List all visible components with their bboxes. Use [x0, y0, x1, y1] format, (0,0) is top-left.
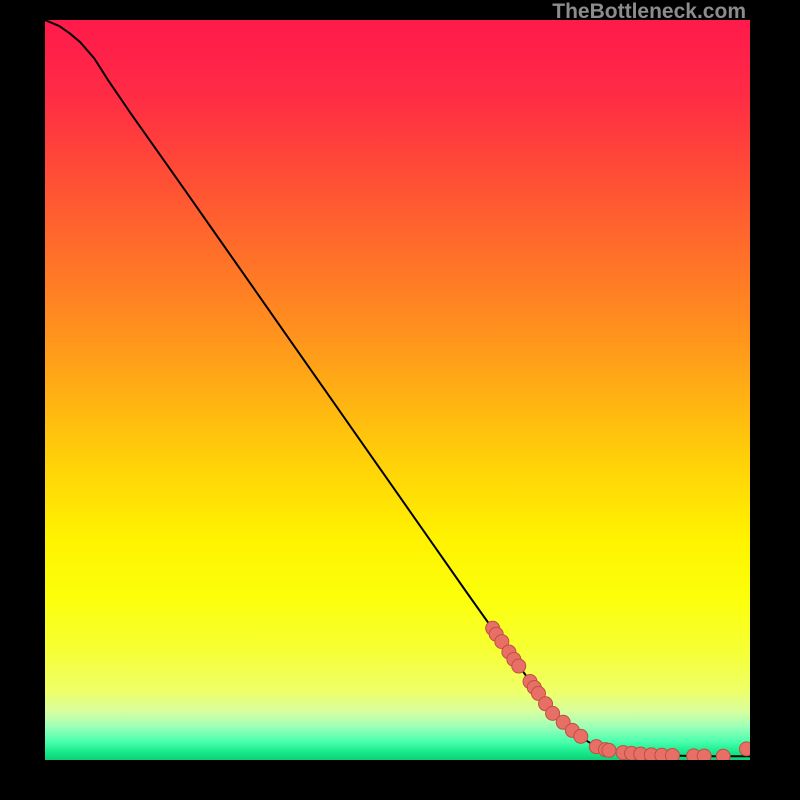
data-marker — [665, 749, 679, 760]
watermark-text: TheBottleneck.com — [552, 0, 746, 24]
chart-container: TheBottleneck.com — [0, 0, 800, 800]
data-marker — [697, 749, 711, 760]
data-marker — [602, 743, 616, 757]
plot-background — [45, 20, 750, 760]
plot-area — [45, 20, 750, 760]
data-marker — [574, 729, 588, 743]
data-marker — [716, 749, 730, 760]
data-marker — [739, 742, 750, 756]
data-marker — [512, 659, 526, 673]
